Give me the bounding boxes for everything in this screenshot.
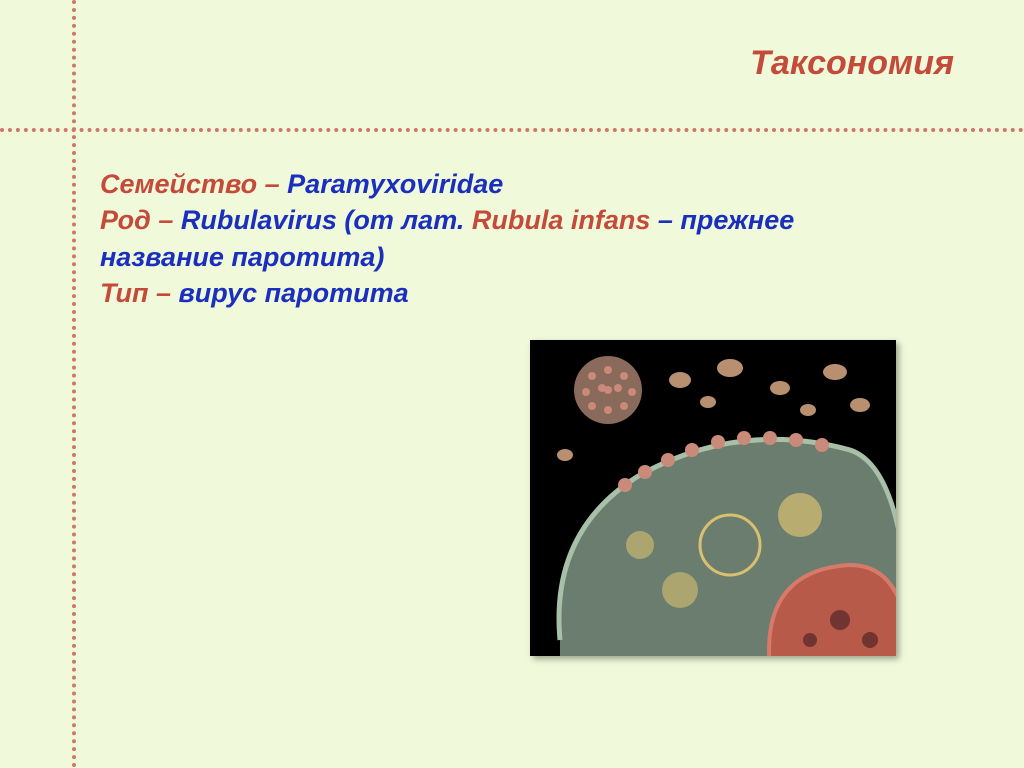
text-segment: Rubulavirus (181, 205, 345, 235)
text-segment: Род – (100, 205, 181, 235)
text-segment: – прежнее (650, 205, 794, 235)
virus-illustration (530, 340, 896, 656)
horizontal-divider (0, 128, 1024, 132)
text-segment: вирус паротита (178, 278, 408, 308)
text-segment: Семейство – (100, 169, 287, 199)
taxonomy-line: Тип – вирус паротита (100, 275, 970, 311)
taxonomy-line: Род – Rubulavirus (от лат. Rubula infans… (100, 202, 970, 238)
vertical-divider (72, 0, 76, 768)
slide-title: Таксономия (750, 44, 954, 83)
text-segment: (от лат. (344, 205, 471, 235)
taxonomy-content: Семейство – ParamyxoviridaeРод – Rubulav… (100, 166, 970, 312)
text-segment: название паротита) (100, 242, 384, 272)
text-segment: Тип – (100, 278, 178, 308)
text-segment: Paramyxoviridae (287, 169, 503, 199)
text-segment: Rubula infans (472, 205, 651, 235)
taxonomy-line: Семейство – Paramyxoviridae (100, 166, 970, 202)
taxonomy-line: название паротита) (100, 239, 970, 275)
